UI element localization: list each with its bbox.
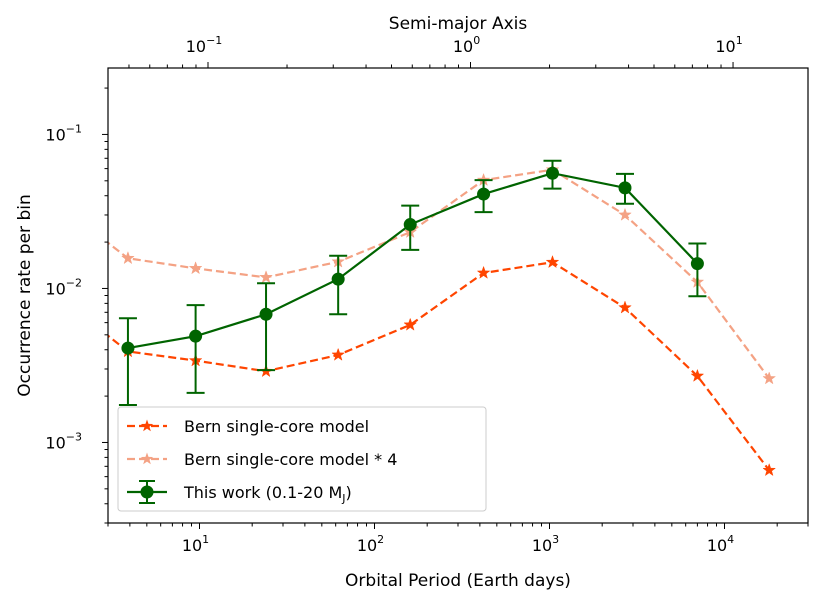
circle-marker [403, 218, 417, 232]
series-line [108, 261, 771, 471]
top-tick-label: 100 [453, 34, 480, 56]
top-axis-title: Semi-major Axis [389, 14, 528, 34]
y-tick-label: 10−3 [45, 430, 82, 452]
star-marker [690, 368, 705, 382]
star-marker [476, 265, 491, 279]
star-marker [545, 254, 560, 269]
star-marker [78, 218, 90, 230]
star-marker [618, 300, 632, 314]
circle-marker [690, 257, 704, 271]
circle-marker [121, 341, 135, 355]
legend-entry: Bern single-core model [127, 417, 369, 436]
x-tick-label: 104 [707, 533, 734, 555]
star-marker [762, 371, 777, 385]
x-tick-label: 101 [182, 533, 209, 555]
top-tick-label: 101 [715, 34, 742, 56]
circle-marker [259, 307, 273, 321]
legend: Bern single-core model Bern single-core m… [117, 406, 487, 512]
legend-box [117, 406, 487, 512]
legend-label: This work (0.1-20 MJ) [183, 483, 352, 505]
star-marker [188, 261, 203, 275]
legend-entry: This work (0.1-20 MJ) [127, 480, 352, 505]
legend-star-marker [140, 419, 154, 432]
star-marker [259, 270, 273, 284]
y-tick-label: 10−2 [45, 276, 82, 298]
star-marker [78, 311, 90, 323]
series-2 [118, 159, 707, 407]
legend-entry: Bern single-core model * 4 [127, 450, 397, 469]
x-tick-label: 103 [532, 533, 559, 555]
star-marker [331, 347, 346, 361]
legend-circle-marker [140, 485, 154, 499]
circle-marker [331, 272, 345, 286]
plot-frame [107, 67, 809, 524]
circle-marker [189, 329, 203, 343]
series-line [108, 168, 771, 380]
star-marker [403, 317, 418, 331]
legend-star-marker [140, 452, 154, 465]
y-axis-title: Occurrence rate per bin [15, 194, 35, 396]
legend-label: Bern single-core model [184, 417, 369, 436]
top-tick-label: 10−1 [186, 34, 223, 56]
y-tick-label: 10−1 [45, 122, 82, 144]
star-marker [762, 462, 777, 477]
series-layer [78, 159, 777, 477]
star-marker [618, 207, 632, 221]
x-tick-label: 102 [357, 533, 384, 555]
star-marker [121, 251, 135, 265]
legend-label: Bern single-core model * 4 [184, 450, 397, 469]
circle-marker [477, 187, 491, 201]
circle-marker [618, 181, 632, 195]
tick-labels: 101 102 103 104 10−3 10−2 10−1 10−1 100 101 [45, 34, 742, 555]
x-axis-title: Orbital Period (Earth days) [345, 571, 571, 591]
circle-marker [545, 166, 559, 180]
